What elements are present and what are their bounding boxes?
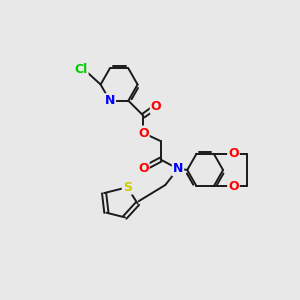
- Text: S: S: [123, 181, 132, 194]
- Text: O: O: [228, 180, 239, 193]
- Text: O: O: [151, 100, 161, 113]
- Text: O: O: [138, 127, 149, 140]
- Text: O: O: [228, 147, 239, 160]
- Text: O: O: [138, 162, 149, 175]
- Text: N: N: [173, 162, 183, 175]
- Text: N: N: [105, 94, 115, 107]
- Text: Cl: Cl: [74, 63, 88, 76]
